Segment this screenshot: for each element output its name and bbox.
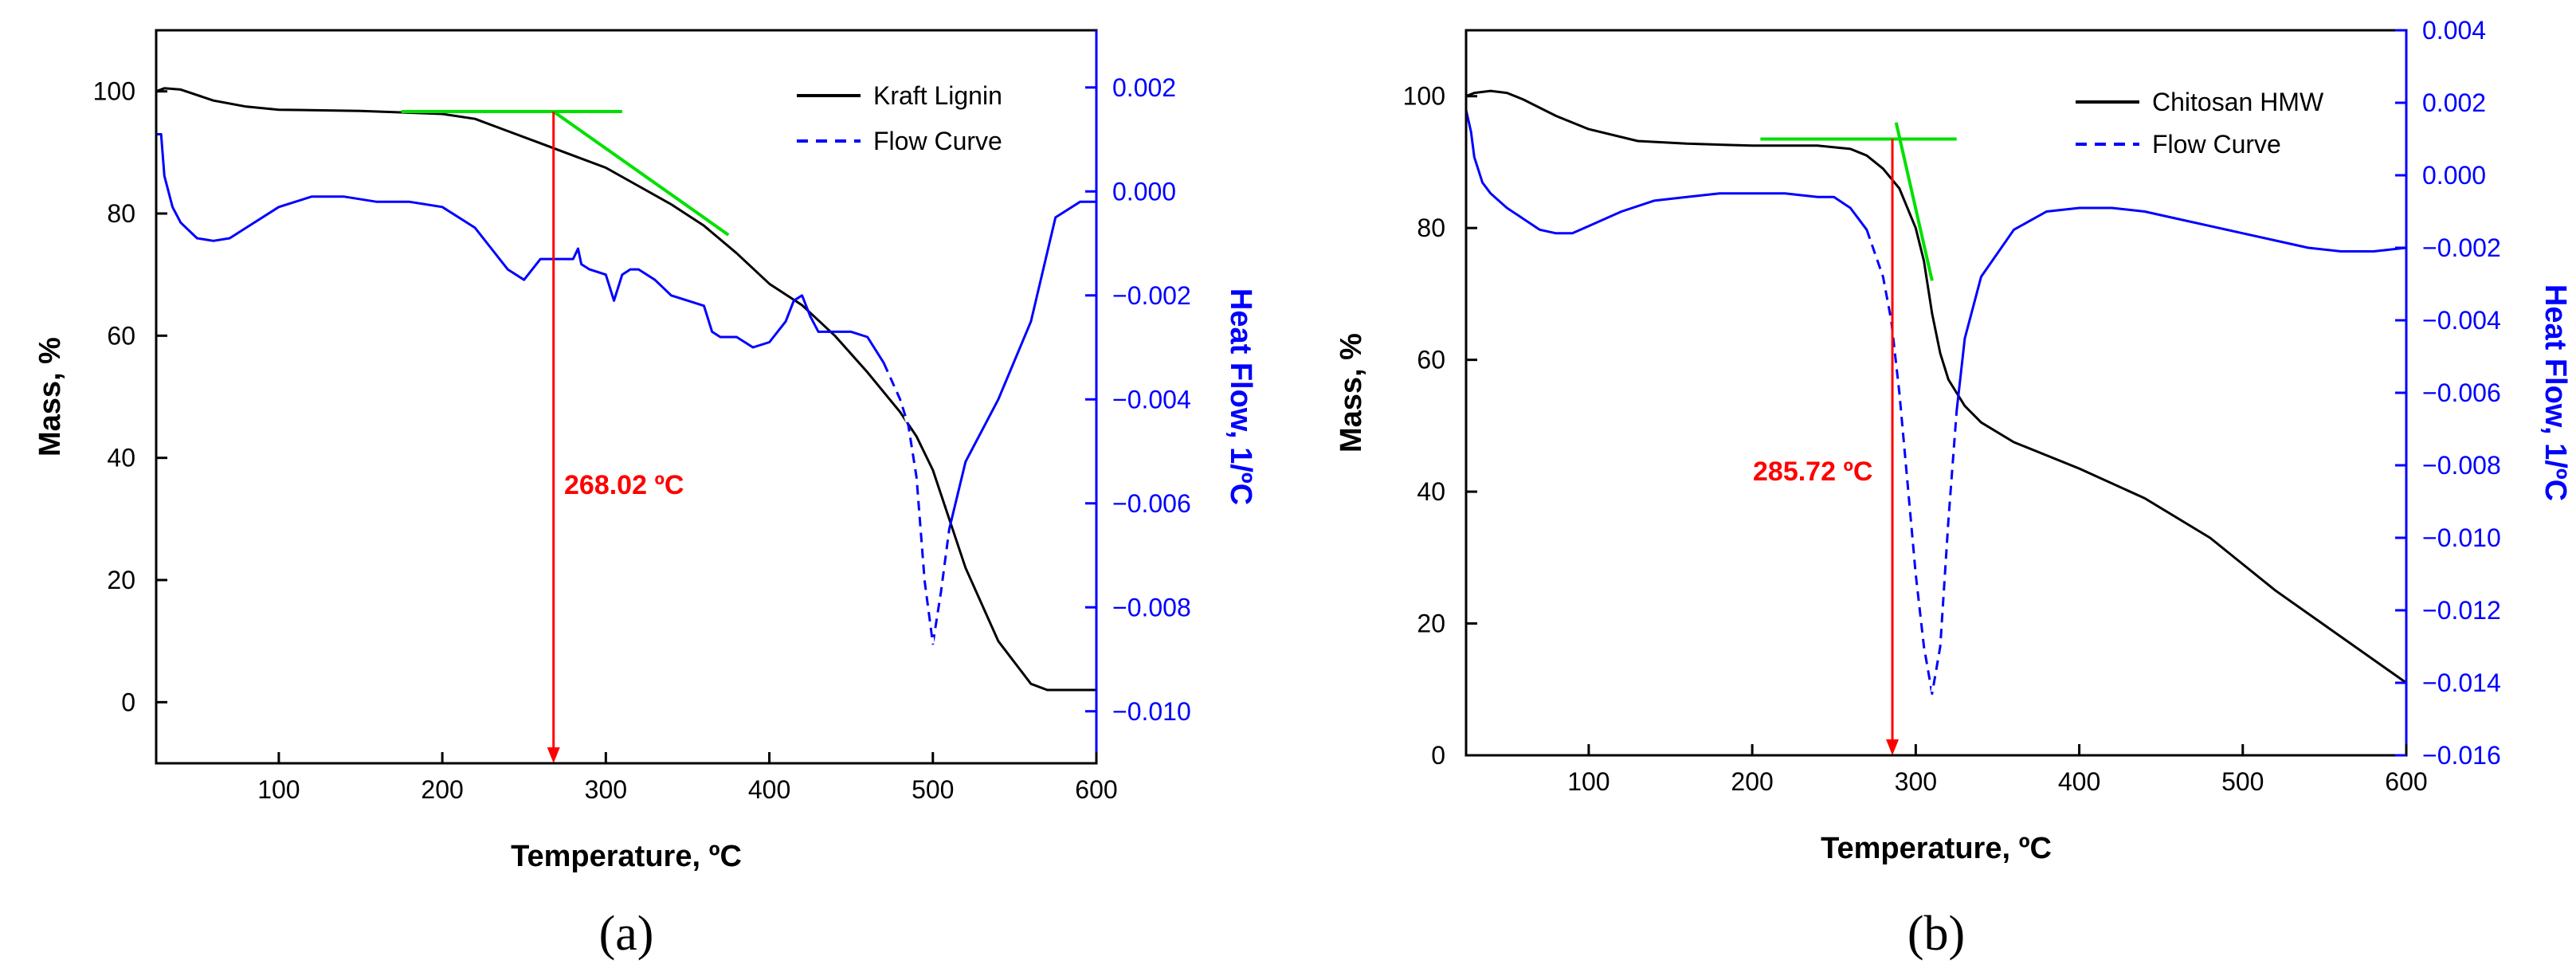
chart-a-x-ticks: 100 200 300 400 500 600 [257, 752, 1118, 804]
y2-tick-label-2: 0.000 [2422, 161, 2486, 190]
y-tick-label-40: 40 [107, 444, 135, 472]
y2-tick-label-3: −0.004 [1112, 385, 1191, 414]
chart-a-y2-axis-title: Heat Flow, 1/ºC [1224, 288, 1257, 505]
y2-tick-label-4: −0.004 [2422, 306, 2501, 335]
legend-a-flow-label: Flow Curve [873, 127, 1002, 155]
chart-a-onset-label: 268.02 ºC [564, 470, 684, 500]
y2-tick-label-5: −0.006 [2422, 378, 2501, 407]
y-tick-label-80: 80 [107, 199, 135, 228]
y2-tick-label-4: −0.006 [1112, 489, 1191, 518]
chart-b-marks [1464, 89, 2407, 755]
chart-a-y-axis-title: Mass, % [33, 337, 67, 457]
legend-a-mass-label: Kraft Lignin [873, 81, 1002, 110]
y2-tick-label-5: −0.008 [1112, 593, 1191, 621]
x-tick-label-200: 200 [421, 775, 463, 804]
y-tick-label-60: 60 [107, 321, 135, 350]
x-tick-label-300: 300 [1895, 767, 1937, 796]
y2-tick-label-1: 0.002 [2422, 88, 2486, 117]
y-tick-label-60: 60 [1417, 346, 1445, 374]
chart-a-x-axis-title: Temperature, ºC [511, 840, 742, 873]
y2-tick-label-2: −0.002 [1112, 281, 1191, 310]
panel-label-a: (a) [599, 907, 654, 961]
x-tick-label-500: 500 [2221, 767, 2264, 796]
y2-tick-label-0: 0.004 [2422, 16, 2486, 45]
x-tick-label-400: 400 [748, 775, 790, 804]
x-tick-label-600: 600 [2385, 767, 2427, 796]
y-tick-label-0: 0 [121, 688, 135, 716]
x-tick-label-100: 100 [1567, 767, 1610, 796]
chart-b-y-ticks: 0 20 40 60 80 100 [1403, 82, 1477, 770]
x-tick-label-200: 200 [1731, 767, 1773, 796]
chart-b-legend: Chitosan HMW Flow Curve [2076, 88, 2324, 159]
series-dash-gap-0 [882, 362, 951, 645]
y-tick-label-80: 80 [1417, 214, 1445, 242]
chart-b-y2-axis-title: Heat Flow, 1/ºC [2539, 284, 2572, 501]
x-tick-label-100: 100 [257, 775, 300, 804]
y-tick-label-0: 0 [1431, 741, 1445, 770]
chart-b-x-axis-title: Temperature, ºC [1821, 832, 2052, 865]
tangent-line-1 [552, 110, 730, 237]
chart-b-y2-ticks: 0.004 0.002 0.000 −0.002 −0.004 −0.006 −0.008 −… [2395, 16, 2501, 770]
y-tick-label-20: 20 [107, 566, 135, 594]
y2-tick-label-6: −0.008 [2422, 451, 2501, 480]
legend-b-mass-label: Chitosan HMW [2152, 88, 2324, 116]
chart-a-y2-ticks: 0.002 0.000 −0.002 −0.004 −0.006 −0.008 −0.010 [1085, 73, 1191, 726]
chart-a-marks [155, 87, 1096, 763]
tangent-line-1 [1894, 122, 1934, 281]
panel-label-b: (b) [1907, 907, 1965, 961]
onset-arrow-head [1886, 739, 1900, 755]
y2-tick-label-6: −0.010 [1112, 697, 1191, 726]
series-line-kraft-lignin [155, 87, 1096, 692]
y2-tick-label-10: −0.016 [2422, 741, 2501, 770]
chart-b-y-axis-title: Mass, % [1335, 333, 1368, 453]
y2-tick-label-8: −0.012 [2422, 596, 2501, 625]
series-line-flow-curve [1464, 109, 2407, 696]
series-line-flow-curve [156, 133, 1096, 645]
chart-a-legend: Kraft Lignin Flow Curve [797, 81, 1002, 155]
y-tick-label-100: 100 [93, 77, 135, 106]
onset-arrow-head [547, 747, 560, 763]
y2-tick-label-0: 0.002 [1112, 73, 1176, 102]
chart-b-onset-label: 285.72 ºC [1753, 457, 1872, 487]
x-tick-label-400: 400 [2058, 767, 2100, 796]
legend-b-flow-label: Flow Curve [2152, 130, 2281, 159]
y2-tick-label-1: 0.000 [1112, 177, 1176, 206]
series-dash-gap-0 [1864, 229, 1958, 694]
y2-tick-label-3: −0.002 [2422, 233, 2501, 262]
chart-a-y-ticks: 0 20 40 60 80 100 [93, 77, 167, 716]
y-tick-label-40: 40 [1417, 477, 1445, 506]
y-tick-label-100: 100 [1403, 82, 1445, 111]
y2-tick-label-9: −0.014 [2422, 668, 2501, 697]
x-tick-label-600: 600 [1075, 775, 1117, 804]
x-tick-label-500: 500 [912, 775, 954, 804]
series-line-chitosan-hmw [1465, 89, 2407, 684]
y-tick-label-20: 20 [1417, 610, 1445, 638]
chart-b-x-ticks: 100 200 300 400 500 600 [1567, 744, 2428, 796]
y2-tick-label-7: −0.010 [2422, 523, 2501, 552]
x-tick-label-300: 300 [585, 775, 627, 804]
